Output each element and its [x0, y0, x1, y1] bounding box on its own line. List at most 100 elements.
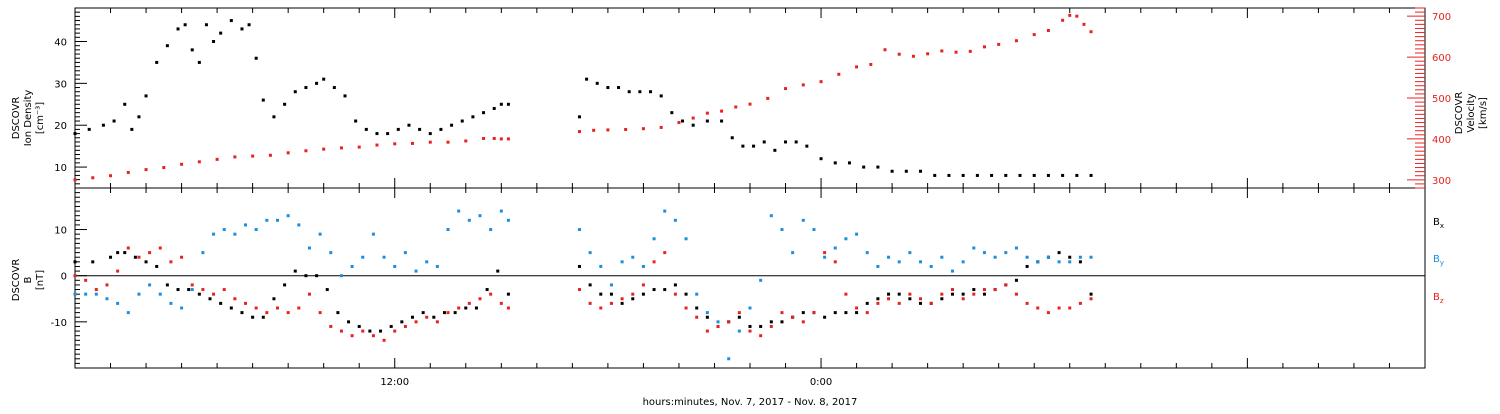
- density-point: [506, 102, 510, 106]
- velocity-point: [883, 48, 887, 52]
- bx-point: [116, 251, 120, 255]
- density-point: [606, 86, 610, 90]
- bx-point: [73, 260, 77, 264]
- bz-point: [769, 324, 773, 328]
- bx-point: [432, 315, 436, 319]
- density-point: [1046, 173, 1050, 177]
- velocity-point: [482, 137, 486, 140]
- bx-point: [144, 260, 148, 264]
- bx-point: [780, 320, 784, 324]
- bz-point: [467, 301, 471, 305]
- by-point: [1068, 260, 1072, 264]
- x-axis-caption: hours:minutes, Nov. 7, 2017 - Nov. 8, 20…: [643, 397, 858, 408]
- by-point: [84, 292, 88, 296]
- bz-point: [414, 320, 418, 324]
- by-point: [940, 255, 944, 259]
- bx-point: [272, 297, 276, 301]
- bz-point: [695, 315, 699, 319]
- bz-point: [865, 311, 869, 315]
- by-point: [759, 278, 763, 282]
- bx-point: [759, 324, 763, 328]
- velocity-point: [705, 111, 709, 115]
- bx-point: [219, 301, 223, 305]
- bz-point: [244, 301, 248, 305]
- by-point: [201, 251, 205, 255]
- field-axis-title-line3: [nT]: [35, 270, 46, 290]
- density-point: [112, 119, 116, 123]
- by-point: [1025, 255, 1029, 259]
- bz-point: [1004, 283, 1008, 287]
- velocity-point: [606, 128, 610, 132]
- by-point: [919, 260, 923, 264]
- by-point: [1089, 255, 1093, 259]
- velocity-point: [766, 96, 770, 100]
- density-axis-title-line3: [cm⁻³]: [35, 102, 46, 134]
- bx-point: [876, 297, 880, 301]
- velocity-point: [954, 50, 958, 54]
- velocity-point: [357, 145, 361, 149]
- density-point: [819, 157, 823, 161]
- legend-bx-sub: x: [1440, 222, 1444, 230]
- density-point: [450, 123, 454, 127]
- density-point: [933, 173, 937, 177]
- density-point: [73, 132, 77, 136]
- density-point: [293, 90, 297, 94]
- by-point: [1004, 251, 1008, 255]
- density-point: [229, 19, 233, 23]
- density-point: [752, 144, 756, 148]
- velocity-point: [624, 128, 628, 131]
- bx-point: [485, 288, 489, 292]
- bx-point: [155, 264, 159, 268]
- legend-by-sub: y: [1440, 259, 1444, 267]
- bz-point: [148, 251, 152, 255]
- by-point: [339, 274, 343, 278]
- velocity-point: [197, 160, 201, 164]
- velocity-point: [801, 83, 805, 87]
- bx-point: [748, 324, 752, 328]
- bx-point: [357, 324, 361, 328]
- by-point: [876, 264, 880, 268]
- by-point: [684, 237, 688, 241]
- bz-point: [1025, 301, 1029, 305]
- bx-point: [1068, 255, 1072, 259]
- velocity-point: [375, 143, 379, 147]
- bz-point: [929, 301, 933, 305]
- by-point: [577, 228, 581, 232]
- density-point: [595, 81, 599, 85]
- density-point: [773, 148, 777, 152]
- density-point: [762, 140, 766, 144]
- by-point: [414, 269, 418, 273]
- velocity-tick-label: 400: [1432, 135, 1451, 146]
- by-point: [982, 251, 986, 255]
- density-point: [649, 90, 653, 94]
- by-point: [137, 292, 141, 296]
- bz-point: [993, 288, 997, 292]
- by-point: [489, 228, 493, 232]
- legend-by: By: [1433, 254, 1444, 267]
- x-axis-ticks: 12:00 0:00: [74, 8, 1426, 388]
- bz-point: [425, 315, 429, 319]
- bz-point: [116, 269, 120, 273]
- bz-point: [897, 301, 901, 305]
- velocity-point: [869, 62, 873, 66]
- by-point: [1046, 255, 1050, 259]
- bx-point: [897, 292, 901, 296]
- bz-point: [1036, 306, 1040, 310]
- by-point: [297, 223, 301, 227]
- bz-point: [844, 292, 848, 296]
- density-point: [439, 127, 443, 131]
- density-point: [691, 123, 695, 127]
- data-points: [73, 13, 1093, 361]
- velocity-point: [268, 153, 272, 157]
- velocity-point: [997, 42, 1001, 46]
- bz-point: [652, 260, 656, 264]
- by-point: [350, 264, 354, 268]
- by-point: [478, 214, 482, 218]
- bx-point: [389, 324, 393, 328]
- bx-point: [663, 288, 667, 292]
- bx-point: [951, 292, 954, 296]
- density-point: [137, 115, 141, 119]
- bz-point: [169, 260, 173, 264]
- bz-point: [727, 320, 731, 324]
- bx-point: [464, 306, 468, 310]
